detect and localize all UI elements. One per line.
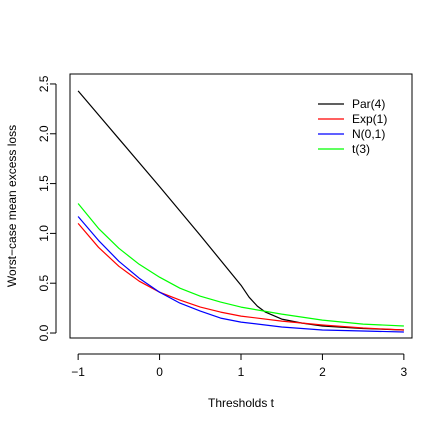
y-tick-label: 2.5 — [37, 75, 51, 92]
plot-border — [69, 73, 413, 339]
x-tick-label: 1 — [238, 365, 245, 379]
x-tick-label: 2 — [319, 365, 326, 379]
y-axis-title: Worst−case mean excess loss — [5, 125, 19, 287]
y-tick-label: 2.0 — [37, 125, 51, 142]
plot-area — [77, 90, 404, 333]
x-tick-label: 3 — [401, 365, 408, 379]
x-axis-title: Thresholds t — [208, 396, 275, 410]
y-tick-label: 0.0 — [37, 324, 51, 341]
legend-label: N(0,1) — [352, 127, 385, 141]
series-line-1 — [77, 223, 404, 331]
x-axis: −1 0 1 2 3 — [71, 353, 408, 379]
y-tick-label: 0.5 — [37, 275, 51, 292]
legend-label: Par(4) — [352, 97, 385, 111]
x-tick-label: −1 — [71, 365, 85, 379]
series-line-2 — [77, 216, 404, 333]
y-axis: 0.0 0.5 1.0 1.5 2.0 2.5 — [37, 75, 57, 341]
y-tick-label: 1.5 — [37, 175, 51, 192]
series-line-3 — [77, 203, 404, 327]
legend: Par(4)Exp(1)N(0,1)t(3) — [318, 97, 387, 156]
series-line-0 — [77, 90, 404, 331]
legend-label: Exp(1) — [352, 112, 387, 126]
legend-label: t(3) — [352, 142, 370, 156]
y-tick-label: 1.0 — [37, 225, 51, 242]
x-tick-label: 0 — [156, 365, 163, 379]
